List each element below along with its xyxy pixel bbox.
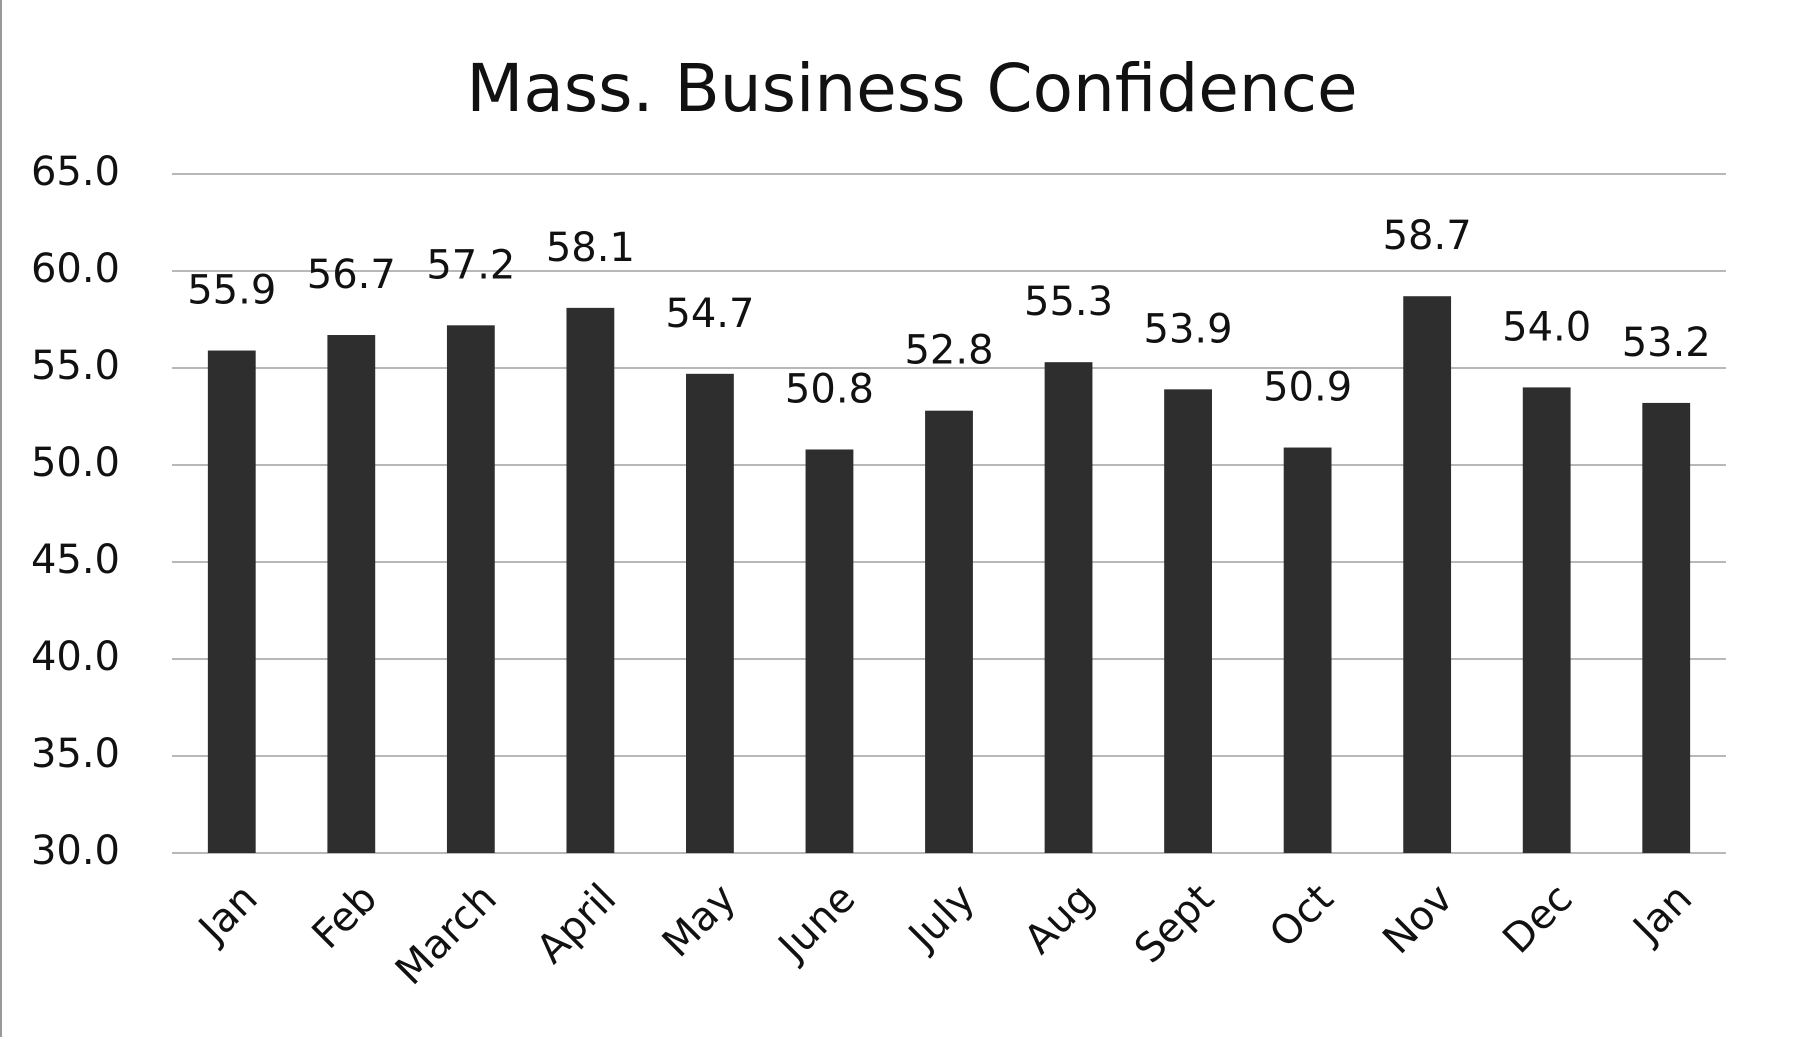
data-label: 52.8 [904,328,993,374]
x-tick-label: June [768,875,864,971]
bar [925,410,973,853]
x-tick-label: July [898,875,984,961]
data-label: 53.9 [1144,306,1233,352]
data-label: 50.8 [785,366,874,412]
y-tick-label: 50.0 [31,440,120,486]
x-tick-label: April [528,875,625,972]
bar [207,350,256,853]
data-label: 57.2 [426,242,515,288]
bar [1522,387,1571,853]
y-tick-label: 45.0 [31,537,120,583]
bar [566,307,615,853]
data-label: 55.3 [1024,279,1113,325]
y-tick-label: 60.0 [31,246,120,292]
data-label: 56.7 [307,252,396,298]
chart-title: Mass. Business Confidence [466,50,1357,127]
y-tick-label: 65.0 [31,149,120,195]
data-label: 55.9 [187,268,276,314]
x-tick-label: Sept [1126,875,1223,972]
bar [686,373,734,853]
y-tick-label: 40.0 [31,634,120,680]
data-label: 58.1 [546,225,635,271]
x-tick-label: Jan [188,875,266,953]
bar [805,449,854,853]
y-tick-label: 35.0 [31,731,120,777]
x-tick-label: May [654,875,745,966]
x-tick-label: Oct [1261,875,1342,956]
x-tick-label: Feb [304,875,387,958]
y-tick-label: 55.0 [31,343,120,389]
bar [327,335,376,853]
data-label: 54.7 [665,291,754,337]
y-tick-label: 30.0 [31,828,120,874]
x-tick-label: Nov [1374,875,1462,963]
x-tick-label: Aug [1016,875,1104,963]
bar [1642,402,1691,853]
bar [1403,296,1452,854]
bar [1164,389,1212,853]
x-tick-label: Jan [1623,875,1701,953]
bar [1283,447,1332,853]
data-label: 50.9 [1263,365,1352,411]
data-label: 58.7 [1383,213,1472,259]
x-tick-label: Dec [1494,875,1581,962]
bar [446,325,495,853]
bar [1044,362,1093,853]
data-label: 54.0 [1502,304,1591,350]
x-tick-label: March [387,875,506,994]
data-label: 53.2 [1622,320,1711,366]
